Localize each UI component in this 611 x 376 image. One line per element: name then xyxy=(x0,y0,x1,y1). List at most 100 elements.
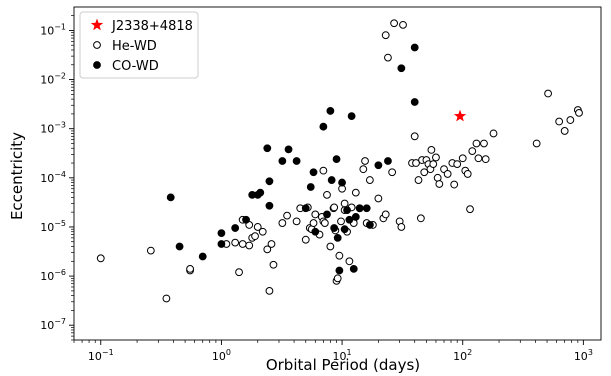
point-he-wd xyxy=(397,223,406,231)
point-he-wd xyxy=(489,129,498,138)
point-co-wd xyxy=(330,224,339,232)
point-he-wd xyxy=(481,155,490,164)
point-he-wd xyxy=(265,286,274,295)
point-he-wd xyxy=(365,176,374,184)
point-co-wd xyxy=(301,204,310,213)
point-he-wd xyxy=(566,116,575,124)
point-he-wd xyxy=(345,257,354,266)
y-tick-label: 10−4 xyxy=(40,170,66,185)
point-he-wd xyxy=(472,139,481,148)
y-tick-label: 10−2 xyxy=(40,72,66,87)
point-co-wd xyxy=(374,161,383,170)
point-co-wd xyxy=(166,193,175,202)
point-he-wd xyxy=(399,20,407,29)
point-he-wd xyxy=(390,19,399,28)
point-co-wd xyxy=(397,64,406,73)
point-he-wd xyxy=(453,160,462,169)
point-co-wd xyxy=(311,227,320,236)
point-he-wd xyxy=(96,254,105,263)
y-axis: 10−7 10−6 10−5 10−4 10−3 10−2 10−1 xyxy=(40,15,74,341)
point-he-wd xyxy=(162,294,171,303)
point-co-wd xyxy=(345,215,354,224)
point-he-wd xyxy=(374,194,383,203)
point-he-wd xyxy=(555,117,564,126)
point-co-wd xyxy=(327,176,336,184)
x-tick-label: 101 xyxy=(333,348,352,363)
point-he-wd xyxy=(443,170,452,178)
point-he-wd xyxy=(532,139,541,148)
point-he-wd xyxy=(466,205,474,214)
point-he-wd xyxy=(335,251,344,260)
point-co-wd xyxy=(323,210,331,219)
y-tick-label: 10−7 xyxy=(40,317,66,332)
point-he-wd xyxy=(429,160,438,169)
point-co-wd xyxy=(384,157,392,165)
point-co-wd xyxy=(338,178,346,187)
point-he-wd xyxy=(253,223,262,231)
point-he-wd xyxy=(319,166,328,175)
x-tick-label: 100 xyxy=(212,348,231,363)
point-he-wd xyxy=(320,219,329,227)
point-he-wd xyxy=(238,240,247,248)
point-he-wd xyxy=(450,180,459,189)
point-co-wd xyxy=(340,225,349,234)
point-co-wd xyxy=(351,213,360,221)
point-he-wd xyxy=(283,211,291,220)
point-he-wd xyxy=(381,210,390,219)
point-co-wd xyxy=(292,157,301,165)
point-he-wd xyxy=(186,265,194,273)
point-co-wd xyxy=(256,188,265,197)
legend: J2338+4818 He-WD CO-WD xyxy=(79,11,199,79)
point-he-wd xyxy=(301,235,310,244)
point-he-wd xyxy=(278,219,287,227)
point-he-wd xyxy=(412,159,420,167)
point-co-wd xyxy=(335,266,344,275)
point-co-wd xyxy=(242,215,250,224)
point-he-wd xyxy=(432,153,440,162)
legend-marker-j2338-4818 xyxy=(90,18,104,31)
point-he-wd xyxy=(474,154,483,163)
point-he-wd xyxy=(326,242,335,251)
y-tick-label: 10−6 xyxy=(40,268,66,283)
point-co-wd xyxy=(175,242,184,251)
legend-label-co-wd: CO-WD xyxy=(112,59,159,74)
point-co-wd xyxy=(319,122,328,131)
point-he-wd xyxy=(414,176,423,184)
point-co-wd xyxy=(278,157,287,165)
x-tick-label: 102 xyxy=(453,348,472,363)
point-he-wd xyxy=(359,165,368,174)
point-he-wd xyxy=(480,139,488,148)
point-co-wd xyxy=(410,43,419,52)
point-co-wd xyxy=(343,206,351,215)
point-co-wd xyxy=(410,98,419,106)
x-axis-label: Orbital Period (days) xyxy=(266,356,420,374)
point-co-wd xyxy=(265,201,274,210)
point-he-wd xyxy=(560,127,569,135)
point-he-wd xyxy=(544,89,552,98)
y-axis-label: Eccentricity xyxy=(8,132,26,220)
point-co-wd xyxy=(347,112,356,121)
point-co-wd xyxy=(263,144,272,153)
y-tick-label: 10−3 xyxy=(40,121,66,136)
point-he-wd xyxy=(468,147,477,155)
point-he-wd xyxy=(292,217,301,226)
x-tick-label: 103 xyxy=(574,348,593,363)
point-co-wd xyxy=(217,240,226,248)
point-he-wd xyxy=(330,203,339,212)
point-he-wd xyxy=(333,274,342,283)
point-j2338-4818 xyxy=(453,109,467,122)
point-he-wd xyxy=(427,146,436,154)
legend-label-he-wd: He-WD xyxy=(112,39,157,54)
point-he-wd xyxy=(388,168,397,177)
point-he-wd xyxy=(361,157,369,165)
point-co-wd xyxy=(362,204,371,213)
point-he-wd xyxy=(311,210,320,219)
legend-box xyxy=(79,11,199,79)
point-co-wd xyxy=(306,183,315,191)
point-he-wd xyxy=(146,246,155,255)
point-he-wd xyxy=(435,180,444,188)
point-he-wd xyxy=(420,168,429,177)
point-he-wd xyxy=(351,188,360,197)
point-he-wd xyxy=(251,232,259,241)
